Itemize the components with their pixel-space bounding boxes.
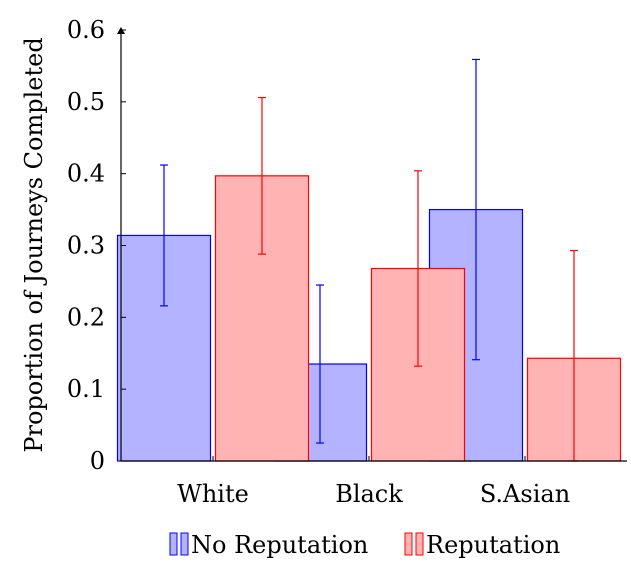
legend-item-reputation: Reputation <box>404 531 560 559</box>
error-bars-layer <box>160 58 578 462</box>
error-bar-reputation-black <box>414 170 422 367</box>
legend: No Reputation Reputation <box>169 531 560 559</box>
x-tick-label: White <box>177 480 249 508</box>
y-axis-label: Proportion of Journeys Completed <box>20 37 48 452</box>
y-tick-label: 0.4 <box>67 160 105 188</box>
y-tick-label: 0.6 <box>67 16 105 44</box>
legend-swatch-icon <box>169 532 189 556</box>
y-tick-label: 0 <box>90 447 105 475</box>
y-tick-label: 0.2 <box>67 303 105 331</box>
x-tick-label: S.Asian <box>480 480 570 508</box>
error-bar-no-reputation-sasian <box>472 58 480 361</box>
y-tick-label: 0.3 <box>67 232 105 260</box>
bars-layer <box>116 175 622 462</box>
x-tick-label: Black <box>335 480 403 508</box>
legend-label: Reputation <box>426 531 560 559</box>
x-ticks-layer: White Black S.Asian <box>177 456 570 508</box>
y-tick-label: 0.1 <box>67 375 105 403</box>
legend-label: No Reputation <box>191 531 368 559</box>
y-tick-label: 0.5 <box>67 88 105 116</box>
error-bar-no-reputation-black <box>316 284 324 444</box>
error-bar-no-reputation-white <box>160 164 168 307</box>
error-bar-reputation-white <box>258 96 266 255</box>
legend-item-no-reputation: No Reputation <box>169 531 368 559</box>
y-ticks-layer: 0 0.1 0.2 0.3 0.4 0.5 0.6 <box>67 16 126 475</box>
legend-swatch-icon <box>404 532 424 556</box>
